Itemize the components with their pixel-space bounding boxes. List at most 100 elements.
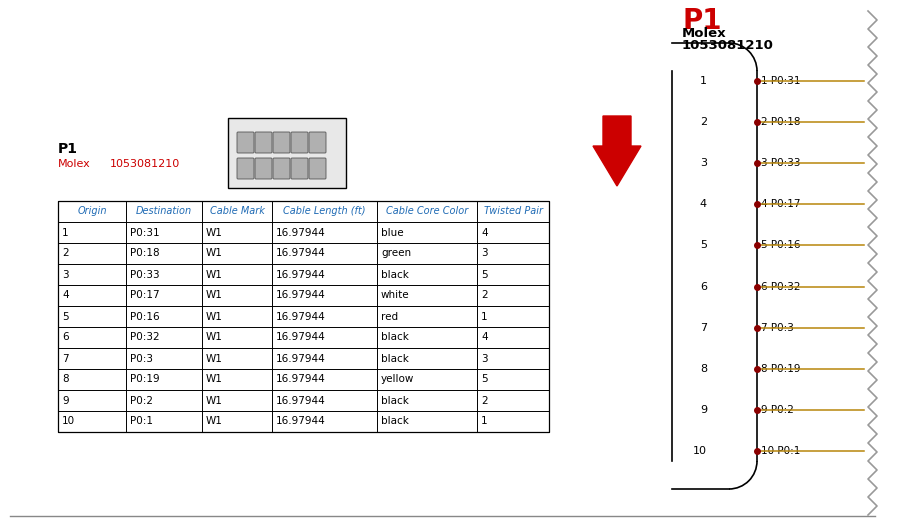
Text: 5: 5	[316, 166, 319, 171]
Text: Molex: Molex	[682, 27, 727, 40]
Text: 2: 2	[481, 396, 488, 406]
Text: 1 P0:31: 1 P0:31	[761, 76, 801, 86]
Text: W1: W1	[206, 270, 223, 279]
Text: 5 P0:16: 5 P0:16	[761, 241, 801, 251]
Text: P0:18: P0:18	[130, 249, 159, 259]
Text: 16.97944: 16.97944	[276, 249, 326, 259]
Text: 4: 4	[62, 290, 69, 301]
Text: W1: W1	[206, 354, 223, 364]
Text: 5: 5	[700, 241, 707, 251]
Text: 7: 7	[62, 354, 69, 364]
Text: 16.97944: 16.97944	[276, 332, 326, 342]
FancyBboxPatch shape	[237, 158, 254, 179]
Text: 5: 5	[481, 374, 488, 384]
Text: black: black	[381, 416, 409, 426]
Text: 2: 2	[700, 117, 707, 127]
Text: 6: 6	[700, 281, 707, 292]
Text: 4: 4	[481, 332, 488, 342]
Text: P0:1: P0:1	[130, 416, 153, 426]
Text: 6: 6	[243, 140, 247, 145]
Text: Cable Core Color: Cable Core Color	[386, 207, 468, 217]
Text: Destination: Destination	[136, 207, 192, 217]
Bar	[58, 201, 549, 432]
Text: 3: 3	[700, 158, 707, 168]
Text: 1: 1	[243, 166, 247, 171]
Text: 16.97944: 16.97944	[276, 374, 326, 384]
Text: W1: W1	[206, 416, 223, 426]
Text: P0:16: P0:16	[130, 312, 159, 321]
Text: 10: 10	[693, 446, 707, 456]
Text: 16.97944: 16.97944	[276, 227, 326, 237]
Text: Twisted Pair: Twisted Pair	[483, 207, 542, 217]
FancyBboxPatch shape	[309, 158, 326, 179]
Text: 1053081210: 1053081210	[682, 39, 774, 52]
Text: W1: W1	[206, 249, 223, 259]
Text: 10: 10	[62, 416, 75, 426]
Text: 1: 1	[62, 227, 69, 237]
FancyBboxPatch shape	[255, 158, 272, 179]
Text: W1: W1	[206, 312, 223, 321]
Text: 10 P0:1: 10 P0:1	[761, 446, 800, 456]
Text: 3: 3	[62, 270, 69, 279]
Text: 3: 3	[481, 249, 488, 259]
Text: P1: P1	[58, 142, 78, 156]
Text: 9: 9	[62, 396, 69, 406]
Text: 1: 1	[481, 312, 488, 321]
Text: 7: 7	[262, 140, 265, 145]
Text: 3 P0:33: 3 P0:33	[761, 158, 801, 168]
FancyBboxPatch shape	[273, 158, 290, 179]
Text: 8: 8	[280, 140, 283, 145]
Text: 16.97944: 16.97944	[276, 270, 326, 279]
FancyBboxPatch shape	[291, 132, 308, 153]
Text: 9: 9	[298, 140, 301, 145]
Text: P0:32: P0:32	[130, 332, 159, 342]
Text: 2: 2	[62, 249, 69, 259]
Text: 1053081210: 1053081210	[110, 159, 180, 169]
Text: white: white	[381, 290, 410, 301]
Text: 16.97944: 16.97944	[276, 290, 326, 301]
Text: 2: 2	[481, 290, 488, 301]
FancyArrow shape	[593, 116, 641, 186]
Text: 1: 1	[700, 76, 707, 86]
Text: W1: W1	[206, 290, 223, 301]
Text: 4: 4	[481, 227, 488, 237]
Text: 8: 8	[700, 364, 707, 374]
FancyBboxPatch shape	[291, 158, 308, 179]
FancyBboxPatch shape	[309, 132, 326, 153]
Text: Origin: Origin	[77, 207, 107, 217]
Text: yellow: yellow	[381, 374, 414, 384]
Text: W1: W1	[206, 332, 223, 342]
Text: P0:31: P0:31	[130, 227, 159, 237]
Text: 5: 5	[481, 270, 488, 279]
Text: 16.97944: 16.97944	[276, 396, 326, 406]
Text: 10: 10	[314, 140, 321, 145]
FancyBboxPatch shape	[255, 132, 272, 153]
Text: red: red	[381, 312, 398, 321]
Text: black: black	[381, 354, 409, 364]
Text: black: black	[381, 270, 409, 279]
Text: 6: 6	[62, 332, 69, 342]
Text: P0:17: P0:17	[130, 290, 159, 301]
Text: P0:2: P0:2	[130, 396, 153, 406]
Text: 16.97944: 16.97944	[276, 416, 326, 426]
Text: Cable Length (ft): Cable Length (ft)	[283, 207, 366, 217]
Text: 7: 7	[700, 323, 707, 332]
Text: 8: 8	[62, 374, 69, 384]
Text: 1: 1	[481, 416, 488, 426]
Text: 9 P0:2: 9 P0:2	[761, 405, 794, 415]
Text: W1: W1	[206, 374, 223, 384]
Text: 16.97944: 16.97944	[276, 312, 326, 321]
Text: 9: 9	[700, 405, 707, 415]
Text: 2 P0:18: 2 P0:18	[761, 117, 801, 127]
Text: 6 P0:32: 6 P0:32	[761, 281, 801, 292]
Text: 3: 3	[481, 354, 488, 364]
Text: 7 P0:3: 7 P0:3	[761, 323, 794, 332]
Bar	[228, 118, 346, 188]
Text: 4 P0:17: 4 P0:17	[761, 199, 801, 209]
Text: 4: 4	[700, 199, 707, 209]
Text: Molex: Molex	[58, 159, 90, 169]
Text: 16.97944: 16.97944	[276, 354, 326, 364]
FancyBboxPatch shape	[237, 132, 254, 153]
Text: 3: 3	[280, 166, 283, 171]
Text: 4: 4	[298, 166, 301, 171]
